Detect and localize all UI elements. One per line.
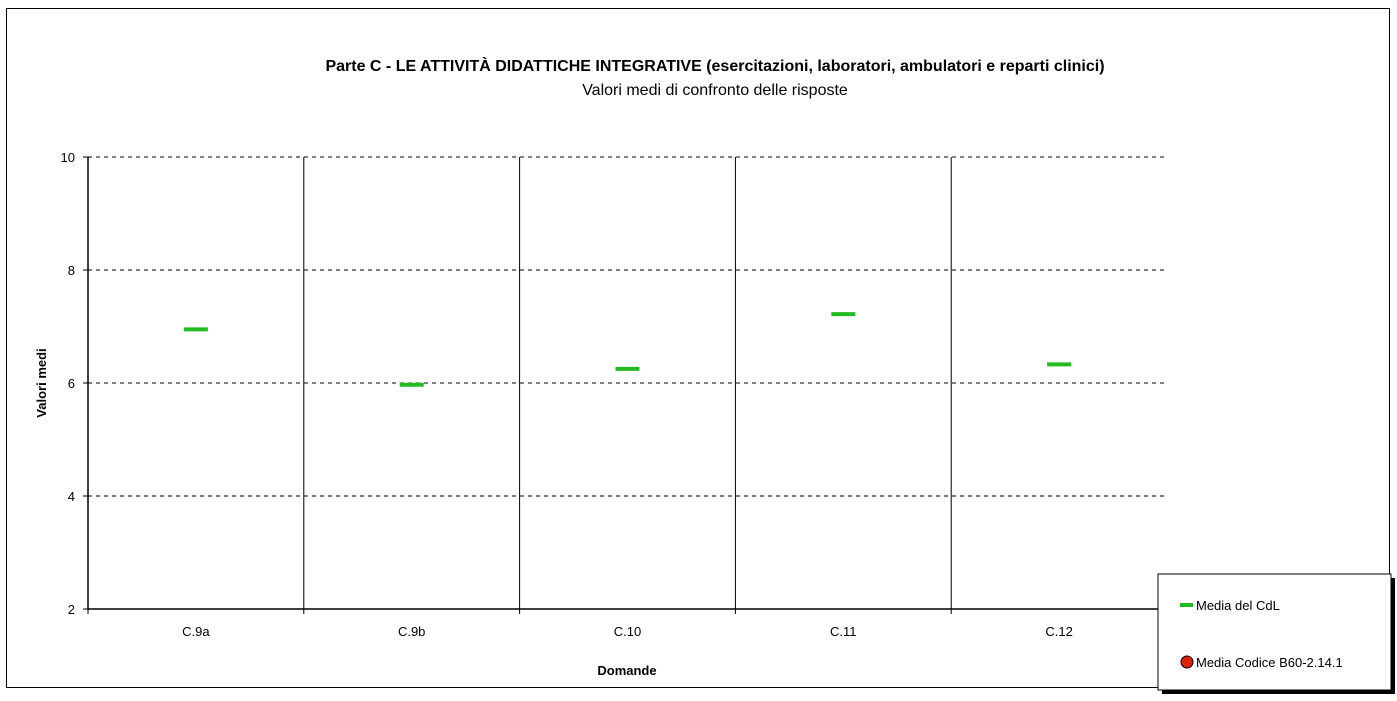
chart-subtitle: Valori medi di confronto delle risposte xyxy=(582,82,848,99)
y-tick-label: 8 xyxy=(68,263,75,278)
chart-title: Parte C - LE ATTIVITÀ DIDATTICHE INTEGRA… xyxy=(325,56,1104,75)
y-tick-label: 10 xyxy=(61,150,75,165)
y-tick-label: 2 xyxy=(68,602,75,617)
x-axis-label: Domande xyxy=(597,663,656,678)
legend-swatch-circle xyxy=(1180,655,1194,669)
x-tick-label: C.9b xyxy=(398,624,425,639)
x-tick-label: C.12 xyxy=(1045,624,1072,639)
grid xyxy=(88,156,1167,609)
y-axis-label: Valori medi xyxy=(34,348,49,417)
legend-label-cdl: Media del CdL xyxy=(1196,598,1280,613)
y-tick-label: 4 xyxy=(68,489,75,504)
x-tick-label: C.11 xyxy=(830,624,857,639)
y-tick-label: 6 xyxy=(68,376,75,391)
axes xyxy=(83,156,1168,614)
y-tick-labels: 2 4 6 8 10 xyxy=(61,150,75,617)
x-tick-label: C.9a xyxy=(182,624,210,639)
x-tick-label: C.10 xyxy=(614,624,641,639)
x-tick-labels: C.9a C.9b C.10 C.11 C.12 xyxy=(182,624,1073,639)
data-marks xyxy=(183,312,1072,387)
legend: Media del CdL Media Codice B60-2.14.1 xyxy=(1157,573,1395,694)
legend-label-codice: Media Codice B60-2.14.1 xyxy=(1196,655,1343,670)
